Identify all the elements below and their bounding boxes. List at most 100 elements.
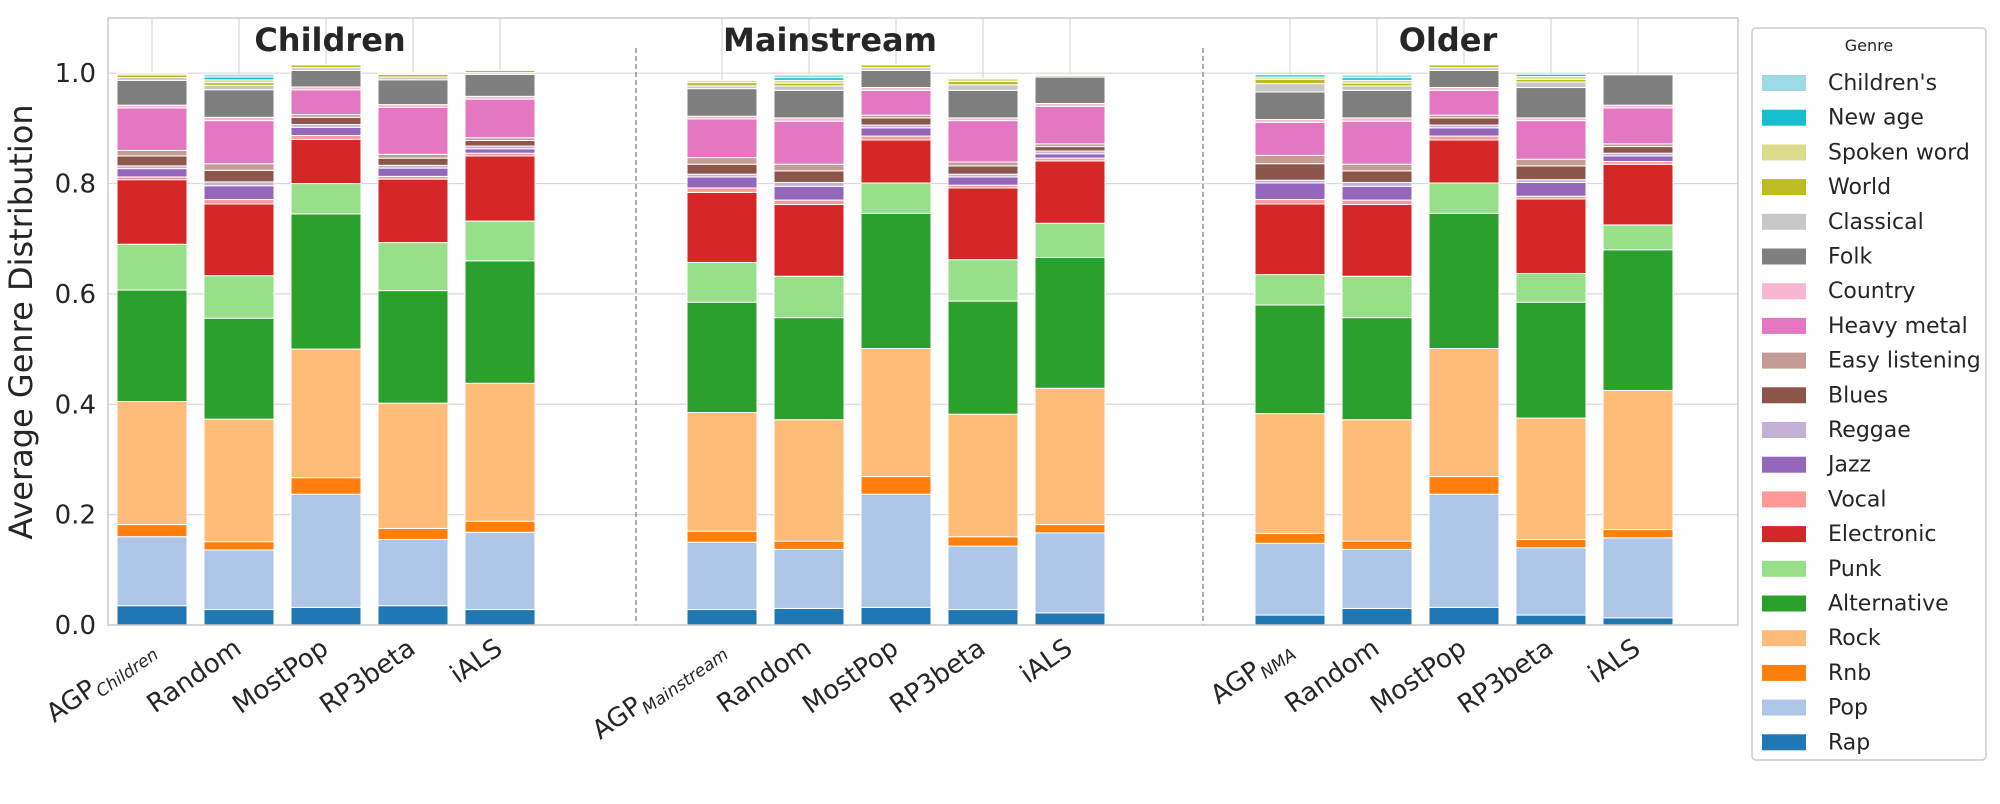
legend-swatch	[1762, 387, 1806, 404]
legend-entry: Folk	[1828, 245, 1872, 270]
bar-segment-classical	[1515, 81, 1587, 89]
bar-segment-rap	[1602, 617, 1674, 626]
bar-segment-blues	[1428, 117, 1500, 126]
bar-segment-jazz	[464, 148, 536, 154]
legend-entry: Spoken word	[1828, 140, 1970, 165]
bar-segment-electronic	[860, 139, 932, 184]
bar-segment-rock	[1341, 419, 1413, 542]
bar-segment-world	[464, 69, 536, 74]
bar-segment-vocal	[290, 135, 362, 140]
bar-segment-children-s	[1341, 74, 1413, 79]
bar-segment-alternative	[1254, 304, 1326, 415]
bar-segment-jazz	[773, 185, 845, 201]
bar-segment-heavy-metal	[203, 120, 275, 165]
bar-segment-easy-listening	[1515, 158, 1587, 167]
bar-segment-rap	[1341, 607, 1413, 626]
bar-segment-rock	[290, 348, 362, 479]
bar-segment-pop	[860, 493, 932, 608]
legend-swatch	[1762, 248, 1806, 265]
bar-segment-jazz	[1034, 153, 1106, 159]
bar-segment-punk	[1034, 222, 1106, 258]
bar-segment-folk	[1034, 76, 1106, 105]
bar-segment-rap	[1254, 614, 1326, 626]
bar-segment-easy-listening	[203, 163, 275, 171]
group-title: Children	[254, 21, 405, 59]
bar-segment-rnb	[773, 540, 845, 550]
bar-segment-rock	[1254, 413, 1326, 534]
legend-swatch	[1762, 109, 1806, 126]
bar-segment-rap	[290, 606, 362, 626]
legend-swatch	[1762, 595, 1806, 612]
bar-segment-rnb	[116, 524, 188, 538]
bar-segment-alternative	[290, 213, 362, 350]
bar-segment-folk	[203, 89, 275, 118]
bar-segment-blues	[686, 163, 758, 175]
bar-segment-classical	[773, 85, 845, 91]
bar-segment-folk	[773, 89, 845, 119]
bar-segment-folk	[1602, 74, 1674, 106]
bar-segment-rnb	[377, 527, 449, 540]
bar-segment-world	[1428, 64, 1500, 69]
bar-segment-pop	[377, 538, 449, 607]
bar-segment-rap	[860, 606, 932, 626]
bar-segment-punk	[290, 183, 362, 215]
bar-segment-rap	[116, 605, 188, 626]
bar-segment-rnb	[203, 541, 275, 551]
bar-segment-electronic	[773, 204, 845, 277]
bar-segment-rnb	[1254, 532, 1326, 544]
group-title: Older	[1399, 21, 1498, 59]
bar-segment-vocal	[203, 199, 275, 205]
bar-segment-jazz	[116, 168, 188, 178]
bar-segment-electronic	[203, 203, 275, 277]
bar-segment-heavy-metal	[464, 98, 536, 139]
legend-swatch	[1762, 560, 1806, 577]
bar-segment-punk	[860, 182, 932, 214]
bar-segment-alternative	[686, 301, 758, 414]
bar-segment-rock	[377, 402, 449, 529]
bar-segment-folk	[860, 69, 932, 89]
bar-segment-blues	[116, 155, 188, 167]
bar-segment-electronic	[1515, 198, 1587, 274]
legend-swatch	[1762, 664, 1806, 681]
bar-segment-rnb	[1428, 476, 1500, 495]
legend-entry: Rnb	[1828, 661, 1871, 686]
bar-segment-vocal	[1254, 199, 1326, 205]
bar-segment-folk	[464, 73, 536, 97]
bar-segment-jazz	[377, 167, 449, 177]
legend-swatch	[1762, 179, 1806, 196]
legend-entry: New age	[1828, 106, 1924, 131]
bar-segment-heavy-metal	[1254, 121, 1326, 156]
group-title: Mainstream	[723, 21, 937, 59]
bar-segment-folk	[116, 79, 188, 106]
bar-segment-new-age	[1254, 74, 1326, 78]
bar-segment-folk	[290, 69, 362, 88]
y-tick-label: 0.6	[55, 280, 96, 310]
bar-segment-rnb	[290, 477, 362, 495]
bar-segment-folk	[1515, 87, 1587, 119]
bar-segment-folk	[686, 88, 758, 117]
bar-layer	[116, 64, 1674, 626]
bar-segment-pop	[1428, 493, 1500, 608]
bar-segment-new-age	[1515, 73, 1587, 77]
bar-segment-heavy-metal	[1602, 107, 1674, 145]
bar-segment-easy-listening	[377, 153, 449, 159]
legend-entry: Rap	[1828, 730, 1870, 755]
legend-entry: Classical	[1828, 210, 1924, 235]
legend-swatch	[1762, 144, 1806, 161]
legend: Genre Children's New age Spoken word World Cl…	[1751, 27, 1987, 761]
bar-segment-rock	[686, 412, 758, 532]
bar-segment-rap	[686, 609, 758, 626]
bar-segment-rap	[947, 609, 1019, 626]
legend-frame	[1751, 27, 1987, 761]
bar-segment-punk	[203, 275, 275, 319]
bar-segment-heavy-metal	[1428, 89, 1500, 116]
bar-segment-classical	[947, 84, 1019, 91]
bar-segment-pop	[1341, 548, 1413, 609]
bar-segment-punk	[1254, 274, 1326, 306]
legend-swatch	[1762, 456, 1806, 473]
bar-segment-rock	[947, 413, 1019, 538]
y-tick-label: 1.0	[55, 59, 96, 89]
bar-segment-electronic	[1254, 203, 1326, 276]
bar-segment-punk	[1428, 182, 1500, 214]
